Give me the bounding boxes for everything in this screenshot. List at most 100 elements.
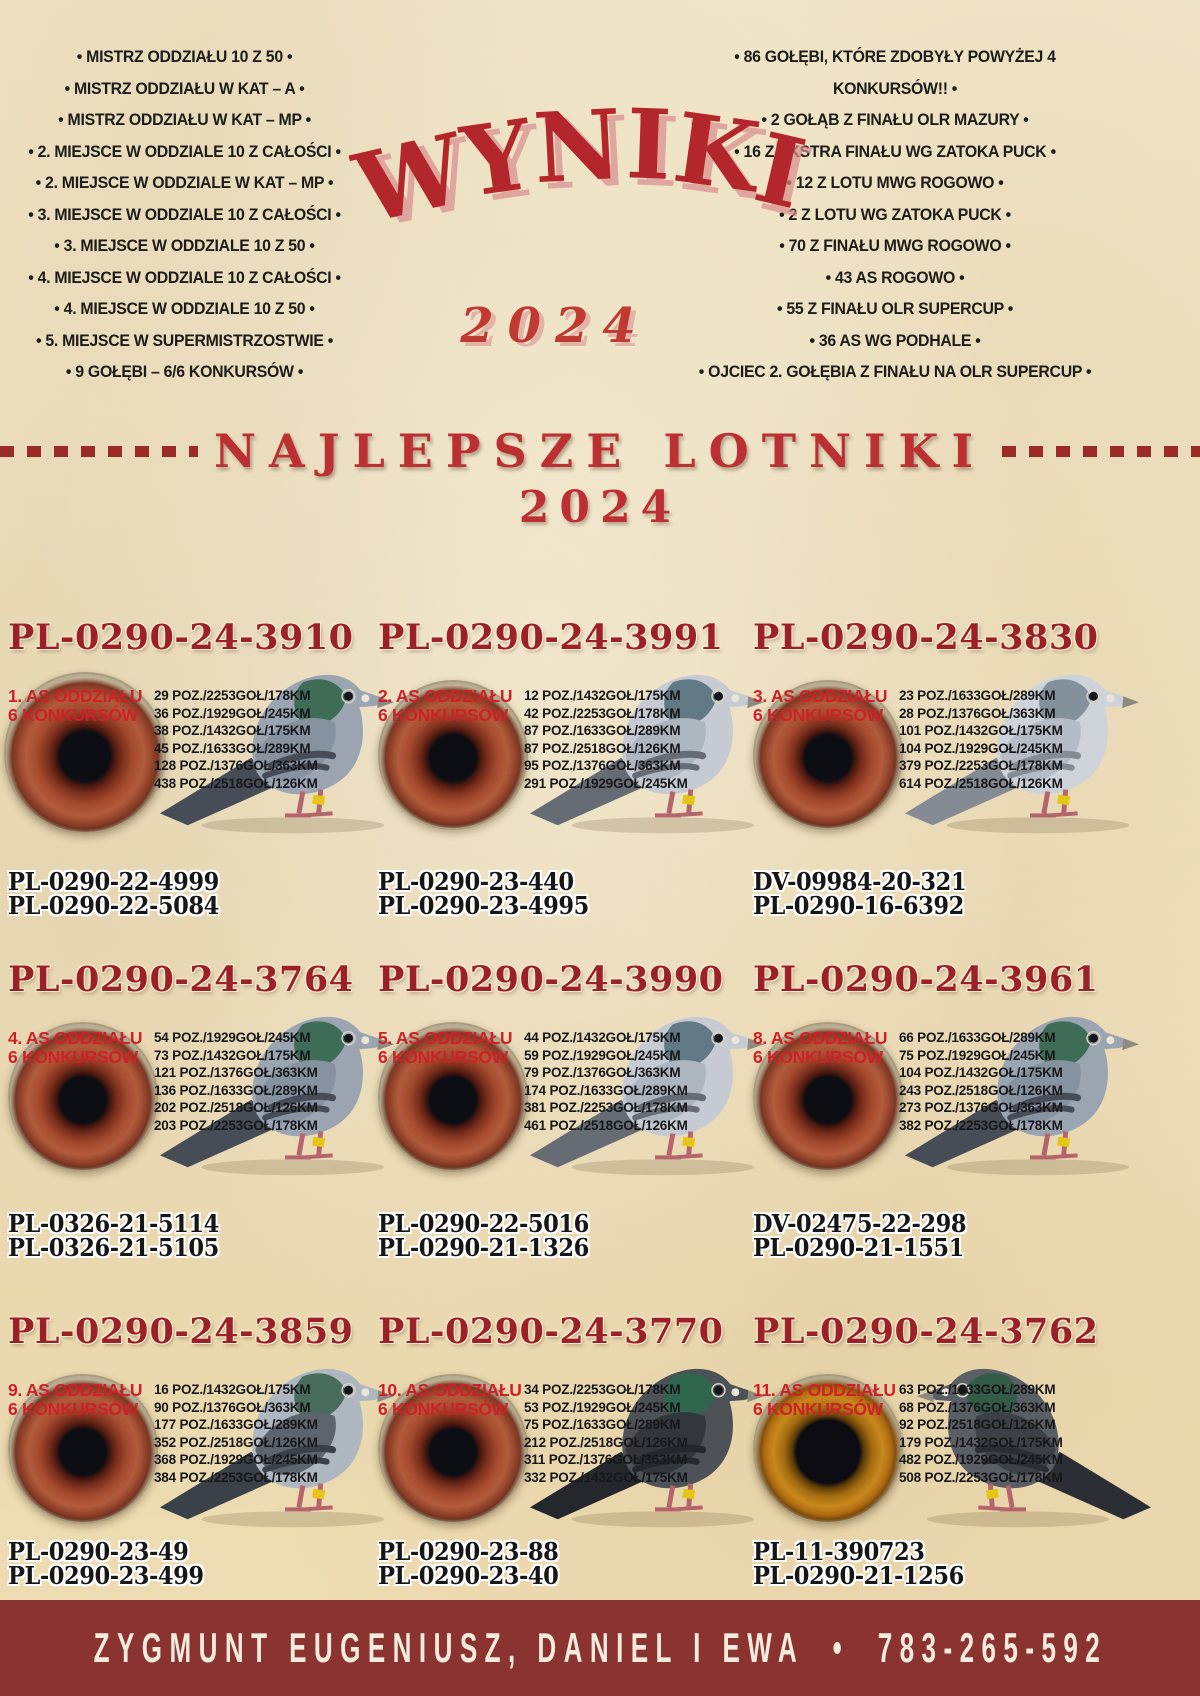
achievement-item: 36 AS WG PODHALE <box>684 326 1106 358</box>
pigeon-rank: 10. AS ODDZIAŁU 6 KONKURSÓW <box>378 1381 524 1486</box>
result-line: 482 POZ./1929GOŁ/245KM <box>899 1452 1063 1468</box>
result-line: 66 POZ./1633GOŁ/289KM <box>899 1030 1056 1046</box>
achievement-item: OJCIEC 2. GOŁĘBIA Z FINAŁU NA OLR SUPERC… <box>684 357 1106 389</box>
parent-ring-number: PL-0326-21-5114 <box>8 1209 219 1238</box>
result-line: 352 POZ./2518GOŁ/126KM <box>154 1434 318 1450</box>
result-line: 614 POZ./2518GOŁ/126KM <box>899 775 1063 791</box>
result-line: 16 POZ./1432GOŁ/175KM <box>154 1382 311 1398</box>
card-details: 3. AS ODDZIAŁU 6 KONKURSÓW 23 POZ./1633G… <box>753 687 1138 792</box>
parent-ring-number: PL-0290-22-5016 <box>378 1209 589 1238</box>
pigeon-ring-number: PL-0290-24-3770 <box>378 1311 724 1353</box>
pigeon-card: PL-0290-24-3990 5. AS ODDZIAŁU 6 KONKURS… <box>378 930 765 1260</box>
pigeon-eye-photo <box>378 1374 528 1524</box>
parent-ring-number: PL-0290-21-1551 <box>753 1233 964 1262</box>
rank-line-2: 6 KONKURSÓW <box>378 1047 508 1068</box>
parent-ring-number: PL-0290-23-440 <box>378 867 574 896</box>
pigeon-ring-number: PL-0290-24-3859 <box>8 1311 354 1353</box>
achievement-item: 2 GOŁĄB Z FINAŁU OLR MAZURY <box>684 105 1106 137</box>
card-details: 4. AS ODDZIAŁU 6 KONKURSÓW 54 POZ./1929G… <box>8 1029 393 1134</box>
pigeon-eye-photo <box>378 1022 528 1172</box>
parent-rings: PL-11-390723 PL-0290-21-1256 <box>753 1540 977 1588</box>
pigeon-rank: 11. AS ODDZIAŁU 6 KONKURSÓW <box>753 1381 899 1486</box>
result-line: 29 POZ./2253GOŁ/178KM <box>154 688 311 704</box>
parent-rings: PL-0290-23-49 PL-0290-23-499 <box>8 1540 216 1588</box>
result-line: 73 POZ./1432GOŁ/175KM <box>154 1047 311 1063</box>
achievement-item: 2 Z LOTU WG ZATOKA PUCK <box>684 200 1106 232</box>
achievement-item: 55 Z FINAŁU OLR SUPERCUP <box>684 294 1106 326</box>
pigeon-eye-photo <box>8 1374 158 1524</box>
footer-banner: ZYGMUNT EUGENIUSZ, DANIEL I EWA • 783-26… <box>0 1600 1200 1696</box>
pigeon-eye-photo <box>753 1374 903 1524</box>
achievement-item: 3. MIEJSCE W ODDZIALE 10 Z 50 <box>19 231 350 263</box>
rank-line-2: 6 KONKURSÓW <box>8 705 138 726</box>
result-line: 95 POZ./1376GOŁ/363KM <box>524 758 681 774</box>
result-line: 381 POZ./2253GOŁ/178KM <box>524 1100 688 1116</box>
race-results: 16 POZ./1432GOŁ/175KM 90 POZ./1376GOŁ/363… <box>154 1381 318 1486</box>
pigeon-rank: 8. AS ODDZIAŁU 6 KONKURSÓW <box>753 1029 899 1134</box>
parent-rings: DV-09984-20-321 PL-0290-16-6392 <box>753 870 980 918</box>
rank-line-2: 6 KONKURSÓW <box>8 1047 138 1068</box>
rank-line-2: 6 KONKURSÓW <box>378 1399 508 1420</box>
pigeon-ring-number: PL-0290-24-3990 <box>378 959 724 1001</box>
pigeon-illustration <box>159 674 395 834</box>
section-title: NAJLEPSZE LOTNIKI <box>213 424 987 478</box>
result-line: 384 POZ./2253GOŁ/178KM <box>154 1469 318 1485</box>
pigeon-ring-number: PL-0290-24-3830 <box>753 617 1099 659</box>
pigeon-card: PL-0290-24-3764 4. AS ODDZIAŁU 6 KONKURS… <box>8 930 395 1262</box>
result-line: 379 POZ./2253GOŁ/178KM <box>899 758 1063 774</box>
result-line: 28 POZ./1376GOŁ/363KM <box>899 705 1056 721</box>
pigeon-photo <box>154 956 412 1186</box>
card-details: 8. AS ODDZIAŁU 6 KONKURSÓW 66 POZ./1633G… <box>753 1029 1138 1134</box>
race-results: 29 POZ./2253GOŁ/178KM 36 POZ./1929GOŁ/245… <box>154 687 318 792</box>
pigeon-card: PL-0290-24-3991 2. AS ODDZIAŁU 6 KONKURS… <box>378 588 765 918</box>
pigeon-illustration <box>529 1368 765 1528</box>
result-line: 136 POZ./1633GOŁ/289KM <box>154 1082 318 1098</box>
parent-rings: PL-0290-23-88 PL-0290-23-40 <box>378 1540 570 1588</box>
pigeon-rank: 1. AS ODDZIAŁU 6 KONKURSÓW <box>8 687 154 792</box>
result-line: 212 POZ./2518GOŁ/126KM <box>524 1434 688 1450</box>
result-line: 438 POZ./2518GOŁ/126KM <box>154 775 318 791</box>
result-line: 36 POZ./1929GOŁ/245KM <box>154 705 311 721</box>
result-line: 121 POZ./1376GOŁ/363KM <box>154 1065 318 1081</box>
parent-ring-number: PL-0290-23-40 <box>378 1561 559 1590</box>
result-line: 104 POZ./1432GOŁ/175KM <box>899 1065 1063 1081</box>
parent-ring-number: PL-0290-23-499 <box>8 1561 204 1590</box>
rank-line-2: 6 KONKURSÓW <box>753 1399 883 1420</box>
card-details: 10. AS ODDZIAŁU 6 KONKURSÓW 34 POZ./2253… <box>378 1381 763 1486</box>
result-line: 461 POZ./2518GOŁ/126KM <box>524 1117 688 1133</box>
rank-line-2: 6 KONKURSÓW <box>753 705 883 726</box>
achievements-left: MISTRZ ODDZIAŁU 10 Z 50 MISTRZ ODDZIAŁU … <box>19 42 350 389</box>
rank-line-1: 1. AS ODDZIAŁU <box>8 686 143 707</box>
pigeon-rank: 2. AS ODDZIAŁU 6 KONKURSÓW <box>378 687 524 792</box>
pigeon-photo <box>524 956 782 1186</box>
pigeon-eye-photo <box>753 680 903 830</box>
result-line: 87 POZ./1633GOŁ/289KM <box>524 723 681 739</box>
parent-rings: DV-02475-22-298 PL-0290-21-1551 <box>753 1212 980 1260</box>
result-line: 38 POZ./1432GOŁ/175KM <box>154 723 311 739</box>
pigeon-eye-photo <box>8 1022 158 1172</box>
result-line: 368 POZ./1929GOŁ/245KM <box>154 1452 318 1468</box>
parent-ring-number: PL-0326-21-5105 <box>8 1233 219 1262</box>
rank-line-1: 5. AS ODDZIAŁU <box>378 1028 513 1049</box>
parent-ring-number: PL-0290-21-1256 <box>753 1561 964 1590</box>
achievement-item: 2. MIEJSCE W ODDZIALE W KAT – MP <box>19 168 350 200</box>
result-line: 23 POZ./1633GOŁ/289KM <box>899 688 1056 704</box>
pigeon-rank: 3. AS ODDZIAŁU 6 KONKURSÓW <box>753 687 899 792</box>
parent-rings: PL-0290-22-4999 PL-0290-22-5084 <box>8 870 232 918</box>
footer-text: ZYGMUNT EUGENIUSZ, DANIEL I EWA • 783-26… <box>93 1624 1107 1672</box>
result-line: 54 POZ./1929GOŁ/245KM <box>154 1030 311 1046</box>
parent-ring-number: PL-0290-22-5084 <box>8 891 219 920</box>
pigeon-card: PL-0290-24-3830 3. AS ODDZIAŁU 6 KONKURS… <box>753 588 1140 918</box>
rank-line-2: 6 KONKURSÓW <box>8 1399 138 1420</box>
result-line: 75 POZ./1929GOŁ/245KM <box>899 1047 1056 1063</box>
section-year: 2024 <box>518 482 682 533</box>
result-line: 90 POZ./1376GOŁ/363KM <box>154 1399 311 1415</box>
parent-rings: PL-0290-23-440 PL-0290-23-4995 <box>378 870 602 918</box>
phone-number: 783-265-592 <box>877 1624 1107 1671</box>
parent-ring-number: PL-0290-23-49 <box>8 1537 189 1566</box>
card-details: 1. AS ODDZIAŁU 6 KONKURSÓW 29 POZ./2253G… <box>8 687 393 792</box>
result-line: 332 POZ./1432GOŁ/175KM <box>524 1469 688 1485</box>
result-line: 92 POZ./2518GOŁ/126KM <box>899 1417 1056 1433</box>
parent-ring-number: DV-02475-22-298 <box>753 1209 967 1238</box>
pigeon-card: PL-0290-24-3961 8. AS ODDZIAŁU 6 KONKURS… <box>753 930 1140 1260</box>
